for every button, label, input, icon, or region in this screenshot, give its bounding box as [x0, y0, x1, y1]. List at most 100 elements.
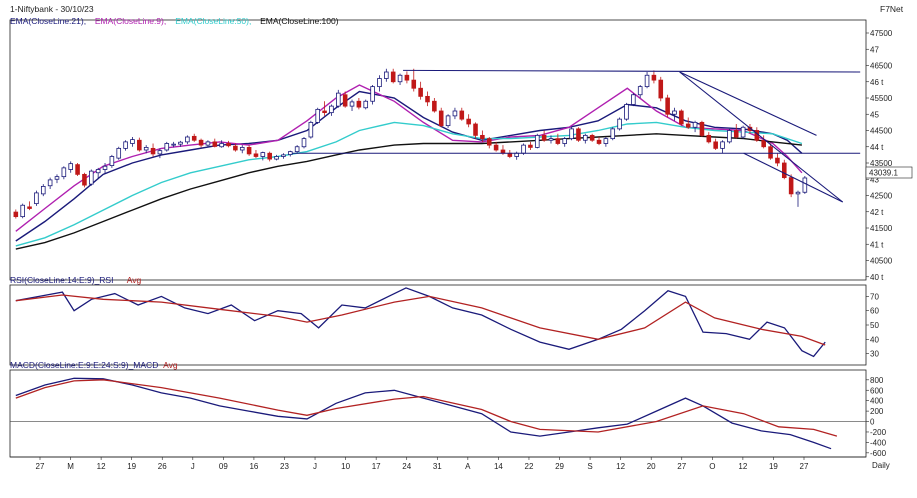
candle [370, 85, 375, 105]
trendline [403, 69, 861, 73]
candle [274, 154, 279, 161]
candle [493, 141, 499, 152]
rsi-tick-label: 60 [870, 307, 879, 316]
candle [198, 138, 204, 148]
x-tick-label: 10 [341, 462, 350, 471]
rsi-line [15, 294, 826, 346]
candle [397, 73, 403, 85]
candle [761, 135, 766, 149]
rsi-lines [15, 287, 826, 358]
candle [658, 76, 664, 102]
candle [34, 190, 39, 206]
candle [377, 75, 382, 92]
candle [740, 125, 746, 139]
candle [651, 70, 657, 84]
candle [596, 137, 602, 146]
rsi-axis: 70 60 50 40 30 [866, 292, 879, 359]
macd-tick-label: -400 [870, 438, 887, 447]
candle [143, 145, 149, 154]
macd-line [15, 377, 832, 450]
legend-entry: EMA(CloseLine:50), [175, 16, 251, 26]
candle [137, 137, 142, 152]
price-axis: 47500 47 46500 46 t 45500 45 44500 44 t 43500 43 4… [866, 29, 893, 282]
macd-tick-label: 200 [870, 407, 884, 416]
candle [720, 140, 725, 154]
candle [171, 141, 176, 148]
trendline [679, 71, 817, 136]
price-tick-label: 42 t [870, 208, 884, 217]
candle [555, 133, 561, 146]
price-tick-label: 41500 [870, 224, 893, 233]
price-tick-label: 47500 [870, 29, 893, 38]
price-legend: EMA(CloseLine:21), EMA(CloseLine:9), EMA(C… [10, 16, 339, 26]
candle [267, 151, 272, 162]
candle [802, 176, 808, 194]
x-tick-label: A [465, 462, 471, 471]
rsi-legend: RSI(CloseLine:14:E:9)_RSI Avg [10, 275, 142, 285]
candle [75, 163, 80, 176]
x-tick-label: 27 [36, 462, 45, 471]
candle [795, 190, 801, 207]
candle [411, 68, 417, 92]
rsi-line [15, 287, 826, 358]
x-tick-label: J [313, 462, 317, 471]
candle [445, 114, 451, 128]
candle [116, 146, 122, 160]
candle [733, 124, 739, 139]
candle [287, 150, 293, 157]
candle [315, 107, 321, 124]
candle [692, 120, 698, 133]
x-tick-label: 27 [800, 462, 809, 471]
candle [27, 201, 32, 211]
candle [185, 135, 190, 145]
x-tick-label: 17 [372, 462, 381, 471]
candle [637, 85, 643, 98]
candle [349, 99, 355, 111]
price-tick-label: 40 t [870, 273, 884, 282]
x-axis: 27 M 12 19 26 J 09 16 23 J 10 17 24 31 A 14 22 29 S 12 20 27 O… [36, 457, 809, 471]
trendlines [292, 69, 861, 203]
x-tick-label: 12 [616, 462, 625, 471]
candle [336, 89, 341, 108]
candle [644, 72, 650, 89]
rsi-tick-label: 40 [870, 335, 879, 344]
candle [178, 140, 183, 147]
candle [404, 71, 410, 84]
candle [679, 109, 684, 126]
candle [294, 145, 300, 154]
price-tick-label: 44500 [870, 127, 893, 136]
x-tick-label: 12 [738, 462, 747, 471]
candle [233, 143, 238, 152]
macd-tick-label: -200 [870, 428, 887, 437]
candle [768, 143, 773, 160]
price-tick-label: 46500 [870, 62, 893, 71]
ema-line [15, 133, 802, 250]
x-tick-label: 12 [97, 462, 106, 471]
x-tick-label: 16 [249, 462, 258, 471]
price-tick-label: 47 [870, 45, 879, 54]
candle [727, 128, 732, 144]
macd-lines [15, 377, 838, 450]
x-tick-label: 14 [494, 462, 503, 471]
candle [301, 137, 307, 149]
macd-tick-label: 400 [870, 397, 884, 406]
candle [528, 141, 533, 150]
candle [473, 122, 478, 139]
x-tick-label: 23 [280, 462, 289, 471]
candle [246, 145, 252, 156]
x-tick-label: J [191, 462, 195, 471]
candle [20, 203, 25, 219]
candle [685, 117, 691, 129]
chart-title: 1-Niftybank - 30/10/23 [10, 4, 94, 14]
candle [583, 133, 588, 144]
candle [308, 120, 314, 139]
candle [82, 172, 87, 188]
candle [390, 68, 396, 84]
macd-legend: MACD(CloseLine:E:9:E:24:S:9)_MACD Avg [10, 360, 178, 370]
candle [534, 133, 540, 149]
price-tick-label: 44 t [870, 143, 884, 152]
candle [589, 133, 595, 142]
